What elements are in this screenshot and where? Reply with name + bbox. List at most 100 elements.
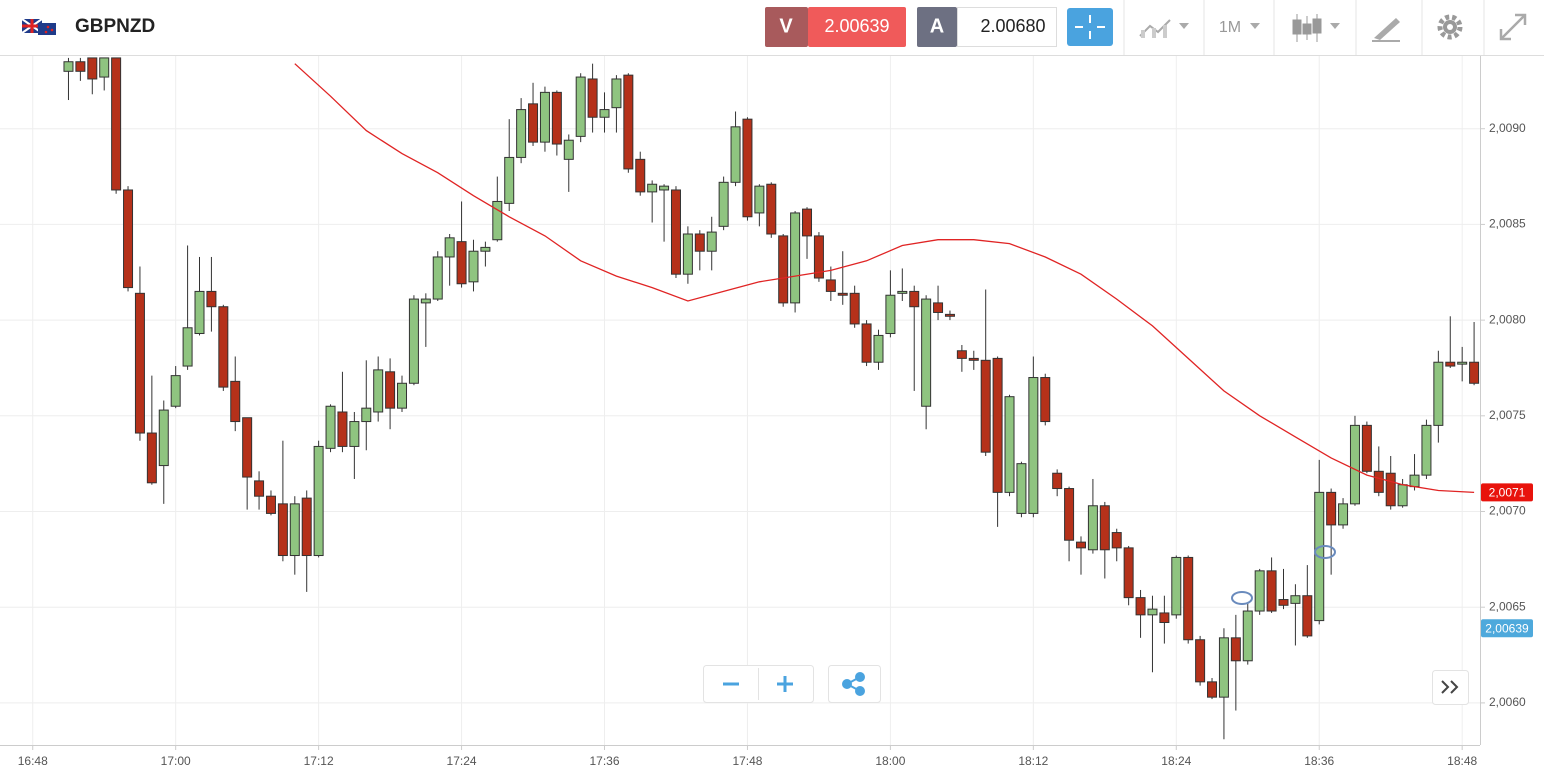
candle — [1064, 486, 1075, 562]
candle — [385, 358, 396, 430]
candle — [933, 285, 944, 321]
candle-body — [754, 185, 765, 214]
candle — [123, 186, 134, 292]
buy-label: A — [930, 15, 944, 37]
candle-body — [385, 371, 396, 409]
candle-body — [504, 156, 515, 204]
candle-body — [134, 292, 145, 434]
candle-body — [1123, 547, 1134, 599]
candle — [1123, 545, 1134, 606]
candle-body — [909, 290, 920, 308]
candle-body — [1326, 491, 1337, 526]
settings-button[interactable] — [1437, 14, 1463, 40]
candle-body — [1111, 532, 1122, 549]
candle — [1457, 346, 1468, 382]
candle-body — [1409, 474, 1420, 488]
candle — [1135, 589, 1146, 638]
candle-body — [218, 306, 229, 388]
candle — [944, 310, 955, 321]
candle — [265, 490, 276, 516]
candle — [1111, 528, 1122, 562]
candle-body — [254, 480, 265, 497]
candle-body — [420, 298, 431, 304]
candle-body — [146, 432, 157, 484]
candle-body — [1147, 608, 1158, 616]
candle-body — [1159, 612, 1170, 624]
candle — [1338, 498, 1349, 529]
candle — [1218, 628, 1229, 740]
sell-price: 2.00639 — [824, 16, 889, 36]
price-label: 2,00639 — [1485, 621, 1529, 635]
sell-button[interactable] — [765, 7, 808, 47]
chart-type-button[interactable] — [1139, 19, 1189, 38]
y-tick-label: 2,0075 — [1489, 408, 1526, 422]
candle-body — [1016, 463, 1027, 514]
candle-body — [170, 375, 181, 407]
candle-body — [659, 185, 670, 191]
x-tick-label: 17:48 — [732, 754, 762, 768]
candle — [635, 151, 646, 196]
candle-body — [766, 183, 777, 235]
candle — [1326, 488, 1337, 575]
share-button[interactable] — [828, 665, 881, 703]
x-tick-label: 16:48 — [18, 754, 48, 768]
candle — [885, 270, 896, 338]
candle-body — [897, 290, 908, 294]
candle-body — [623, 74, 634, 170]
candle — [134, 266, 145, 441]
drawing-tools-button[interactable] — [1372, 18, 1400, 42]
buy-button[interactable] — [917, 7, 957, 47]
event-marker[interactable] — [1314, 545, 1336, 559]
fullscreen-button[interactable] — [1499, 13, 1527, 41]
candle-style-button[interactable] — [1292, 14, 1340, 42]
candle — [146, 375, 157, 485]
candle — [1016, 461, 1027, 518]
candle-body — [75, 61, 86, 72]
share-icon — [842, 672, 865, 696]
candle-body — [670, 189, 681, 275]
candle-body — [123, 189, 134, 289]
candle — [1028, 356, 1039, 518]
x-tick-label: 18:48 — [1447, 754, 1477, 768]
candle — [504, 119, 515, 212]
buy-price-button[interactable] — [957, 7, 1057, 47]
candle — [670, 186, 681, 279]
candle — [1469, 322, 1480, 386]
candle — [1040, 373, 1051, 426]
candle — [206, 256, 217, 332]
symbol: GBPNZD — [75, 16, 155, 37]
candle-body — [1087, 505, 1098, 551]
candle-body — [1302, 595, 1313, 637]
candle — [921, 295, 932, 430]
sell-price-button[interactable] — [808, 7, 906, 47]
candle — [337, 371, 348, 453]
scroll-right-button[interactable] — [1432, 670, 1469, 705]
candle — [956, 344, 967, 372]
candle — [325, 404, 336, 453]
candle — [158, 400, 169, 504]
crosshair-button[interactable] — [1067, 8, 1113, 46]
candle-body — [1028, 377, 1039, 514]
candle-body — [242, 417, 253, 478]
timeframe-button[interactable]: 1M — [1219, 19, 1260, 36]
candle-body — [1040, 377, 1051, 423]
candle-body — [1218, 637, 1229, 698]
candle — [623, 73, 634, 173]
candle-body — [873, 334, 884, 363]
candle-body — [1242, 610, 1253, 662]
candle-body — [802, 208, 813, 237]
candle — [456, 201, 467, 288]
candle-body — [956, 350, 967, 359]
candle — [87, 57, 98, 95]
event-marker[interactable] — [1231, 591, 1253, 605]
candle — [539, 86, 550, 152]
candle — [861, 320, 872, 367]
candle-body — [551, 91, 562, 145]
zoom-in-button[interactable] — [777, 676, 793, 692]
candle-body — [563, 139, 574, 160]
x-tick-label: 17:12 — [304, 754, 334, 768]
candle-body — [849, 292, 860, 325]
candle-body — [682, 233, 693, 275]
candle-body — [790, 212, 801, 304]
candle — [599, 92, 610, 133]
